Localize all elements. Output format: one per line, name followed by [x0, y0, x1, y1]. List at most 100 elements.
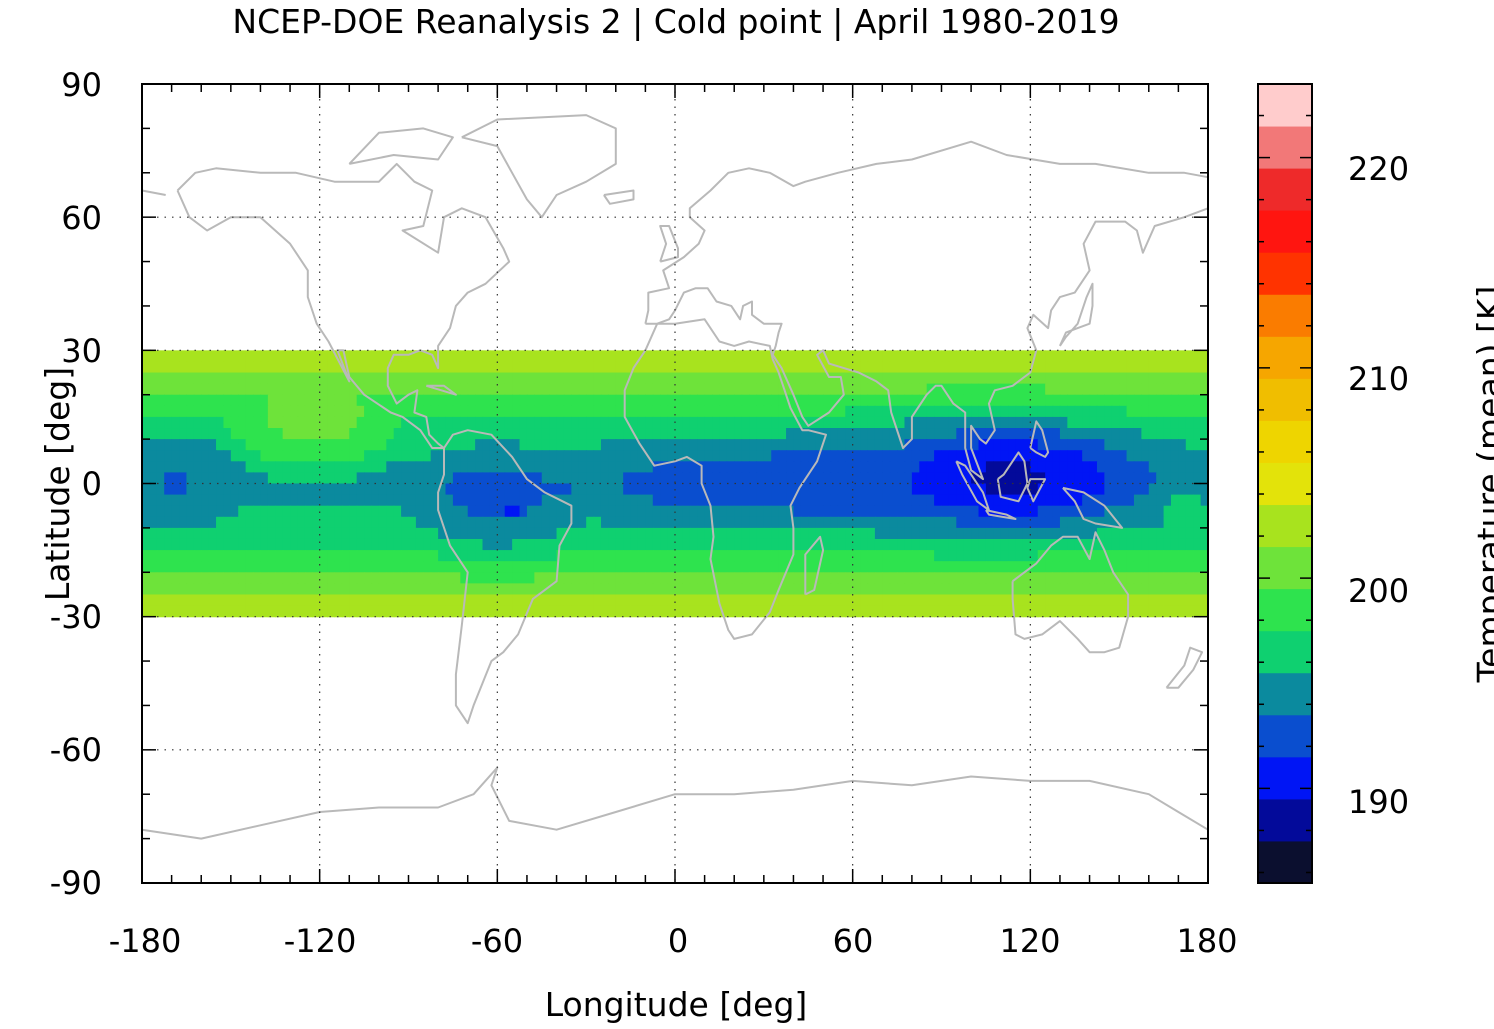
heatmap-cell	[741, 461, 750, 474]
heatmap-cell	[712, 394, 721, 407]
heatmap-cell	[963, 550, 972, 562]
heatmap-cell	[808, 505, 817, 518]
heatmap-cell	[1052, 383, 1061, 396]
heatmap-cell	[1008, 383, 1017, 396]
heatmap-cell	[600, 428, 609, 440]
heatmap-cell	[652, 416, 661, 429]
heatmap-cell	[282, 594, 291, 607]
heatmap-cell	[1200, 594, 1209, 607]
heatmap-cell	[364, 527, 373, 540]
heatmap-cell	[253, 572, 262, 584]
heatmap-cell	[971, 350, 980, 363]
heatmap-cell	[1141, 583, 1150, 596]
heatmap-cell	[630, 505, 639, 518]
heatmap-cell	[267, 361, 276, 374]
heatmap-cell	[319, 350, 328, 363]
heatmap-cell	[201, 372, 210, 385]
heatmap-cell	[793, 538, 802, 551]
heatmap-cell	[763, 416, 772, 429]
heatmap-cell	[978, 394, 987, 407]
heatmap-cell	[371, 583, 380, 596]
heatmap-cell	[341, 416, 350, 429]
heatmap-cell	[682, 439, 691, 451]
heatmap-cell	[356, 583, 365, 596]
heatmap-cell	[1045, 450, 1054, 462]
heatmap-cell	[445, 527, 454, 540]
heatmap-cell	[919, 583, 928, 596]
heatmap-cell	[267, 439, 276, 451]
heatmap-cell	[193, 439, 202, 451]
heatmap-cell	[985, 461, 994, 474]
heatmap-cell	[897, 450, 906, 462]
heatmap-cell	[1082, 550, 1091, 562]
heatmap-cell	[830, 505, 839, 518]
heatmap-cell	[993, 439, 1002, 451]
heatmap-cell	[845, 450, 854, 462]
heatmap-cell	[1082, 383, 1091, 396]
heatmap-cell	[1156, 605, 1165, 618]
heatmap-cell	[1030, 361, 1039, 374]
heatmap-cell	[830, 394, 839, 407]
heatmap-cell	[1082, 428, 1091, 440]
heatmap-cell	[297, 416, 306, 429]
heatmap-cell	[371, 439, 380, 451]
heatmap-cell	[771, 416, 780, 429]
heatmap-cell	[1000, 472, 1009, 485]
heatmap-cell	[1000, 505, 1009, 518]
heatmap-cell	[763, 383, 772, 396]
heatmap-cell	[475, 572, 484, 584]
heatmap-cell	[526, 505, 535, 518]
heatmap-cell	[334, 572, 343, 584]
heatmap-cell	[645, 405, 654, 418]
heatmap-cell	[726, 483, 735, 496]
heatmap-cell	[156, 494, 165, 507]
heatmap-cell	[882, 439, 891, 451]
heatmap-cell	[941, 494, 950, 507]
heatmap-cell	[630, 483, 639, 496]
heatmap-cell	[845, 494, 854, 507]
heatmap-cell	[401, 472, 410, 485]
heatmap-cell	[1148, 605, 1157, 618]
heatmap-cell	[830, 405, 839, 418]
heatmap-cell	[1148, 394, 1157, 407]
heatmap-cell	[645, 372, 654, 385]
heatmap-cell	[948, 561, 957, 573]
heatmap-cell	[963, 361, 972, 374]
heatmap-cell	[652, 538, 661, 551]
heatmap-cell	[386, 428, 395, 440]
heatmap-cell	[697, 572, 706, 584]
heatmap-cell	[319, 483, 328, 496]
heatmap-cell	[1148, 383, 1157, 396]
heatmap-cell	[1126, 527, 1135, 540]
heatmap-cell	[571, 428, 580, 440]
heatmap-cell	[430, 527, 439, 540]
heatmap-cell	[963, 505, 972, 518]
heatmap-cell	[142, 405, 151, 418]
heatmap-cell	[460, 505, 469, 518]
heatmap-cell	[1074, 394, 1083, 407]
heatmap-cell	[808, 527, 817, 540]
heatmap-cell	[179, 483, 188, 496]
heatmap-cell	[571, 594, 580, 607]
heatmap-cell	[334, 416, 343, 429]
heatmap-cell	[1059, 516, 1068, 529]
heatmap-cell	[334, 505, 343, 518]
heatmap-cell	[216, 439, 225, 451]
heatmap-cell	[660, 350, 669, 363]
heatmap-cell	[889, 439, 898, 451]
heatmap-cell	[193, 383, 202, 396]
heatmap-cell	[319, 550, 328, 562]
heatmap-cell	[319, 372, 328, 385]
heatmap-cell	[1059, 583, 1068, 596]
heatmap-cell	[675, 428, 684, 440]
heatmap-cell	[534, 394, 543, 407]
heatmap-cell	[963, 538, 972, 551]
heatmap-cell	[312, 505, 321, 518]
heatmap-cell	[327, 439, 336, 451]
heatmap-cell	[1082, 594, 1091, 607]
heatmap-cell	[845, 472, 854, 485]
heatmap-cell	[623, 572, 632, 584]
heatmap-cell	[208, 439, 217, 451]
heatmap-cell	[1200, 472, 1209, 485]
heatmap-cell	[971, 439, 980, 451]
